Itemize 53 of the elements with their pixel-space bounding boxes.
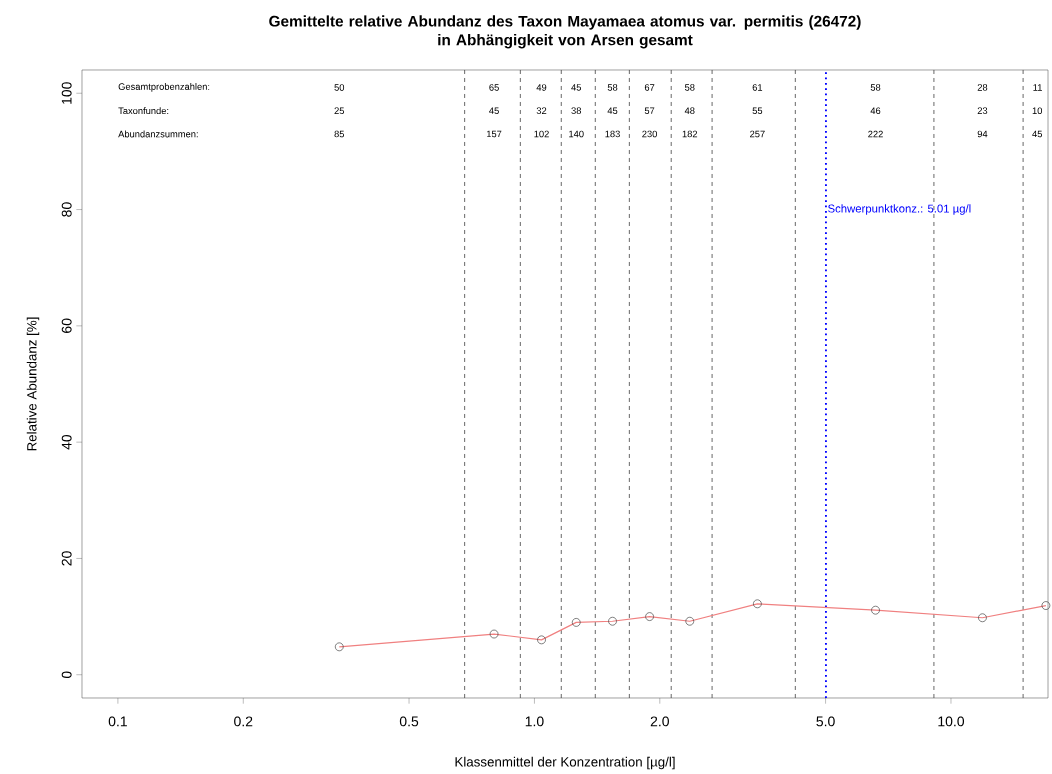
y-tick-label: 60 [61, 318, 72, 333]
annotation: 140 [569, 130, 584, 138]
y-axis-title: Relative Abundanz [%] [26, 317, 40, 451]
x-tick-label: 0.5 [399, 716, 419, 727]
annotation: 157 [486, 130, 502, 138]
y-tick-label: 40 [61, 434, 72, 450]
annotation: 58 [684, 84, 695, 91]
annotation: 55 [752, 107, 763, 114]
y-tick-label: 100 [61, 82, 72, 104]
annotation: 85 [334, 130, 345, 138]
annotation: 11 [1033, 84, 1042, 91]
annotation: 50 [334, 84, 345, 91]
annotation: 58 [607, 84, 618, 91]
annotation: 45 [489, 107, 499, 114]
y-tick-label: 20 [61, 551, 72, 566]
annotation: 67 [644, 84, 655, 91]
annotation: 57 [644, 107, 655, 114]
annotation: 102 [534, 130, 549, 138]
ref-line-label: Schwerpunktkonz.: 5.01 µg/l [828, 204, 971, 215]
x-tick-label: 0.2 [234, 716, 253, 727]
x-tick-label: 2.0 [650, 716, 669, 727]
annotation: 183 [605, 130, 620, 138]
annotation: Abundanzsummen: [118, 130, 198, 138]
annotation: 65 [489, 84, 499, 91]
annotation: 45 [571, 84, 582, 91]
x-tick-label: 5.0 [816, 716, 835, 727]
annotation: 45 [1032, 130, 1042, 138]
x-tick-label: 0.1 [108, 716, 127, 727]
annotation: 28 [977, 84, 988, 91]
annotation: 222 [868, 130, 883, 138]
x-tick-label: 1.0 [525, 716, 544, 727]
annotation: 182 [682, 130, 698, 138]
annotation: 38 [571, 107, 582, 114]
annotation: 58 [870, 84, 881, 91]
chart-title: Gemittelte relative Abundanz des Taxon Mayamaea atomus var. permitis (26472) in Abhängigkeit von Arsen gesamt [269, 15, 861, 49]
annotation: 45 [607, 107, 618, 114]
annotation: 25 [334, 107, 345, 114]
annotation: 94 [977, 130, 988, 138]
x-tick-label: 10.0 [938, 716, 965, 727]
annotation: Gesamtprobenzahlen: [118, 83, 210, 92]
annotation: 61 [752, 84, 763, 91]
annotation: 23 [977, 107, 988, 114]
annotation: 257 [750, 130, 765, 138]
annotation: 46 [870, 107, 881, 114]
annotation: Taxonfunde: [118, 107, 169, 115]
annotation: 49 [536, 84, 547, 91]
annotation: 10 [1032, 107, 1043, 114]
y-tick-label: 80 [61, 202, 72, 217]
annotation: 32 [536, 107, 547, 114]
annotation: 48 [684, 107, 695, 114]
x-axis-title: Klassenmittel der Konzentration [µg/l] [455, 756, 675, 770]
y-tick-label: 0 [61, 671, 72, 679]
annotation: 230 [642, 130, 657, 138]
